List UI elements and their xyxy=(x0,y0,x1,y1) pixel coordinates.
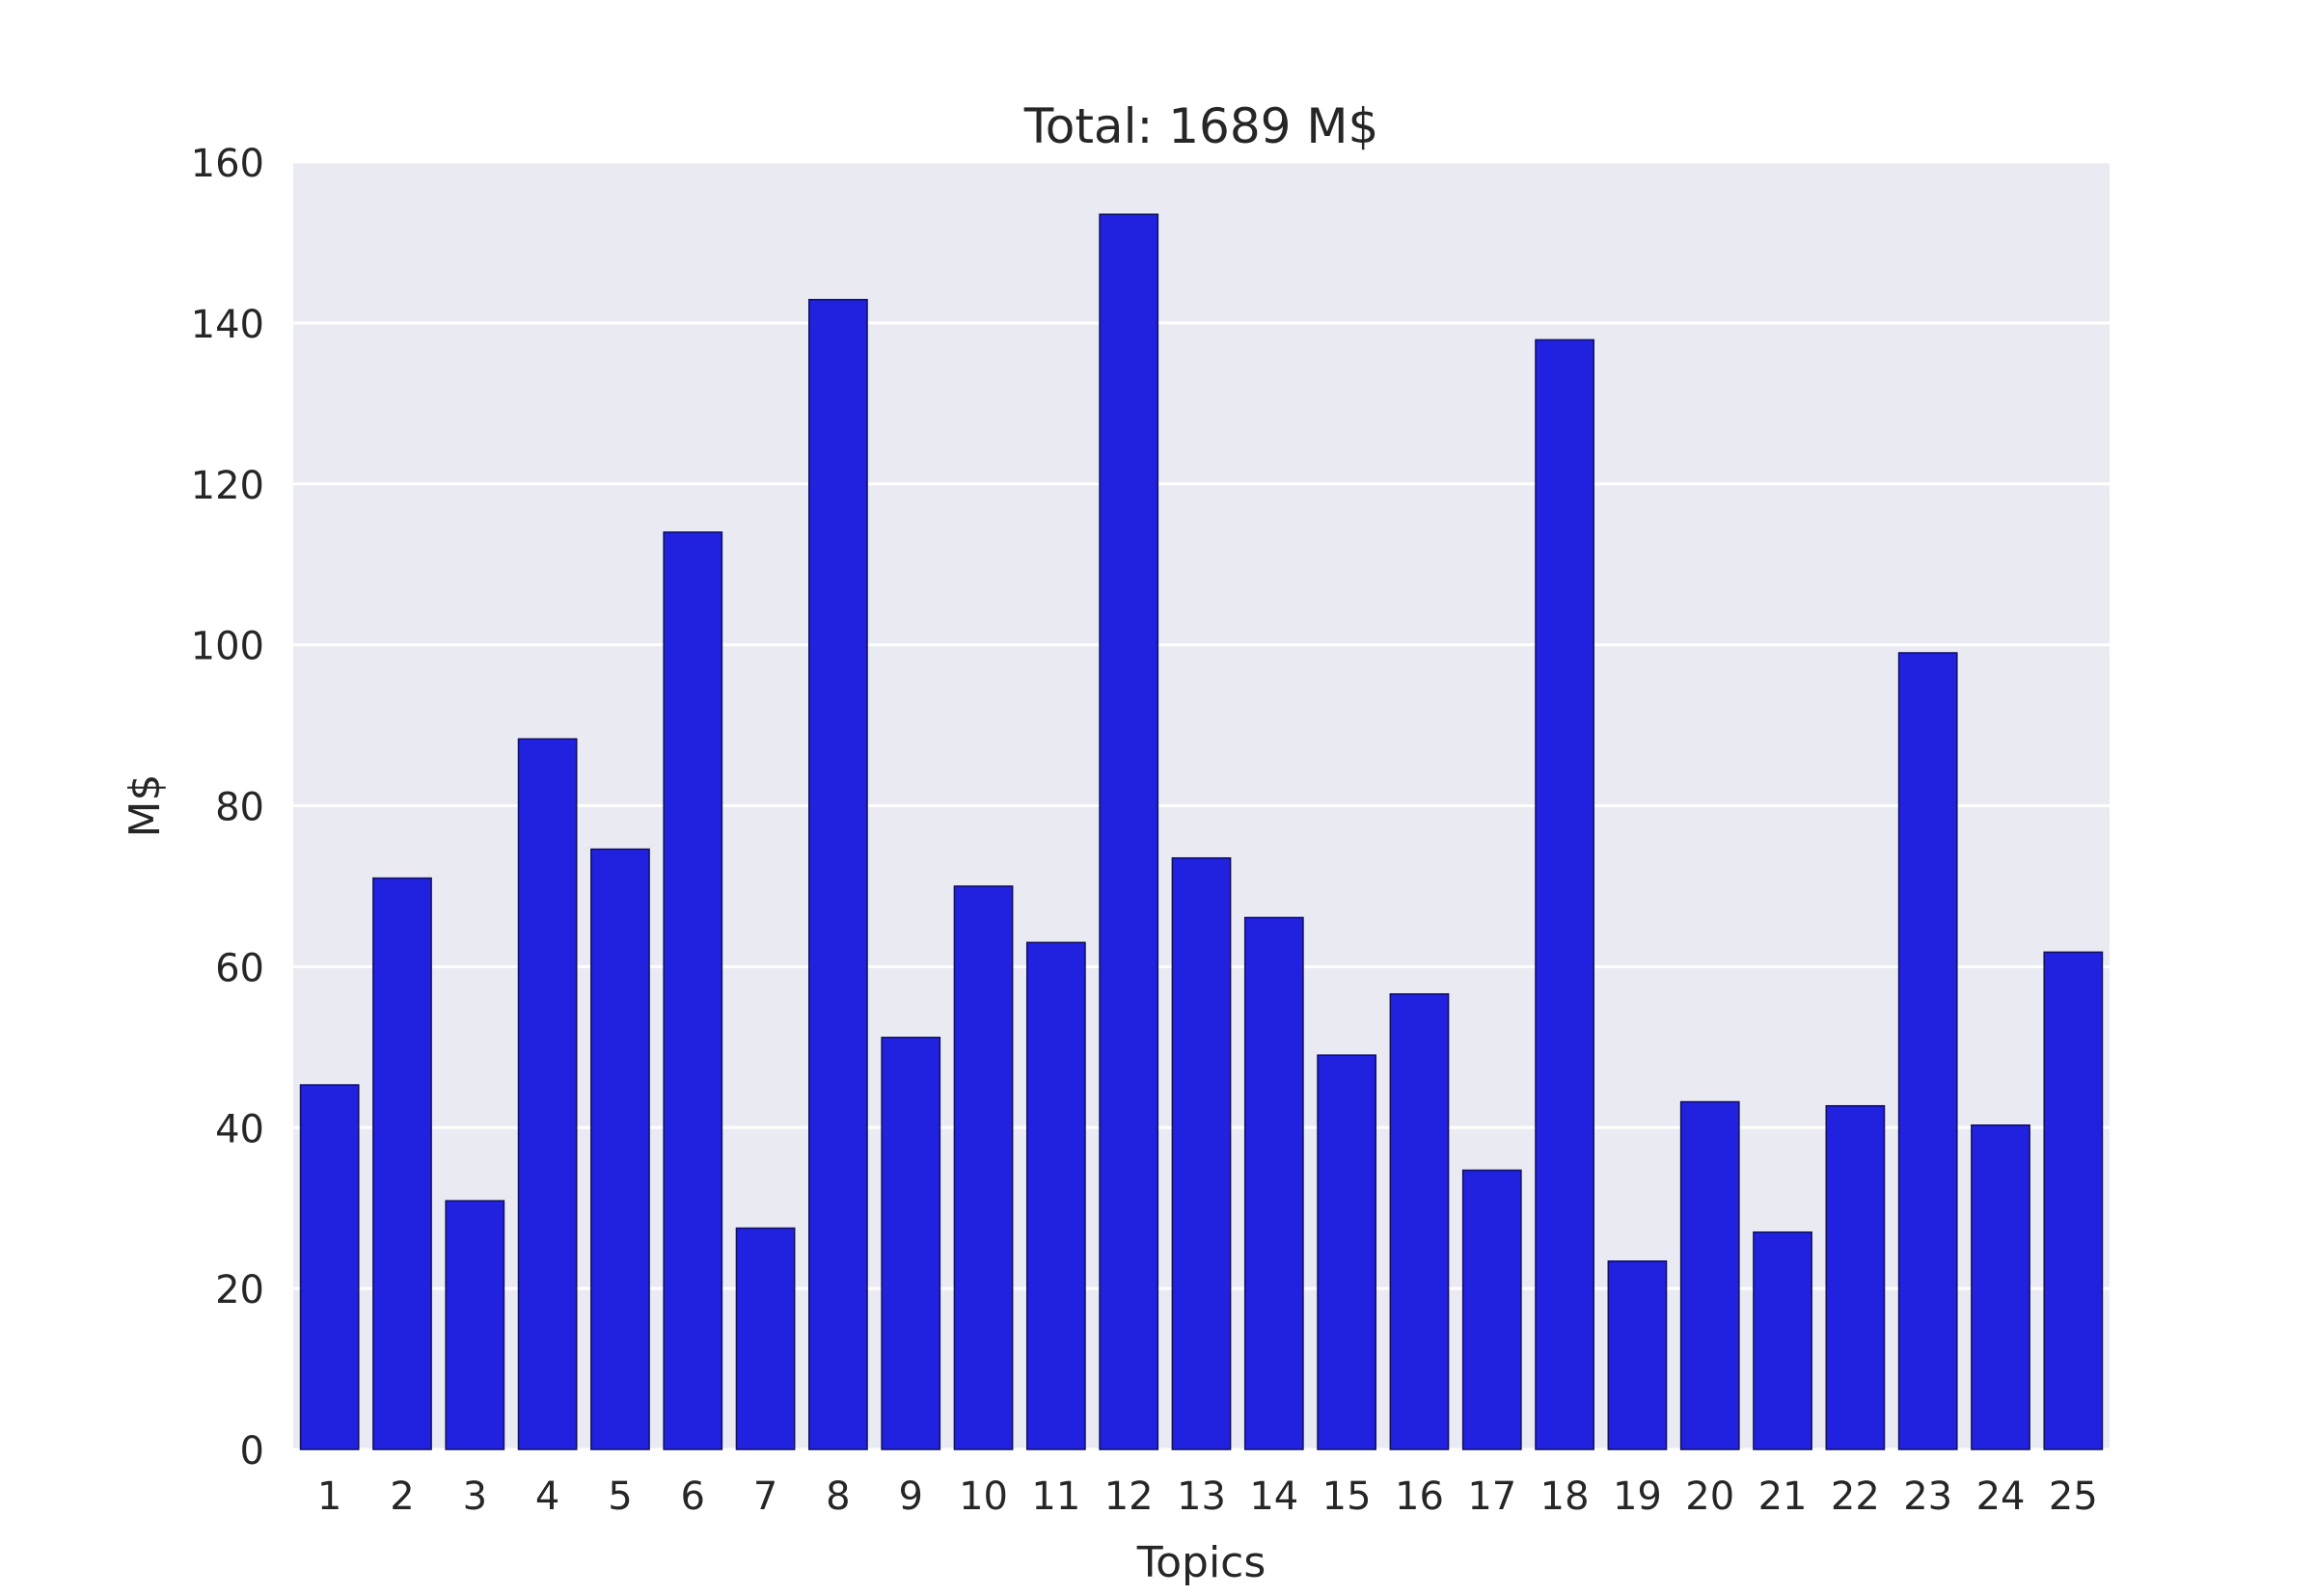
y-tick-label: 0 xyxy=(240,1429,264,1474)
x-tick-label: 15 xyxy=(1322,1474,1372,1519)
bar-topic-10 xyxy=(953,885,1014,1450)
x-tick-label: 11 xyxy=(1031,1474,1080,1519)
x-tick-label: 9 xyxy=(898,1474,922,1519)
bar-topic-24 xyxy=(1971,1123,2030,1450)
x-axis-label: Topics xyxy=(1136,1538,1266,1587)
bar-topic-5 xyxy=(590,848,650,1450)
bar-topic-16 xyxy=(1389,992,1450,1450)
bar-topic-22 xyxy=(1825,1104,1886,1450)
x-tick-label: 3 xyxy=(463,1474,487,1519)
x-tick-label: 10 xyxy=(959,1474,1008,1519)
y-tick-label: 140 xyxy=(191,303,264,347)
x-tick-label: 8 xyxy=(826,1474,850,1519)
y-tick-label: 20 xyxy=(215,1268,264,1312)
y-axis-ticks: 0 20 40 60 80 100 120 140 160 xyxy=(191,142,264,1474)
y-tick-label: 160 xyxy=(191,142,264,186)
x-tick-label: 24 xyxy=(1976,1474,2026,1519)
bar-topic-18 xyxy=(1535,338,1594,1450)
bar-topic-25 xyxy=(2043,951,2104,1450)
x-tick-label: 18 xyxy=(1540,1474,1590,1519)
x-axis-ticks: 1 2 3 4 5 6 7 8 9 10 11 12 13 14 15 16 17 18 19 20 21 22 23 24 2… xyxy=(317,1474,2098,1519)
bar-topic-20 xyxy=(1679,1100,1740,1450)
x-tick-label: 21 xyxy=(1758,1474,1808,1519)
bar-topic-11 xyxy=(1025,941,1086,1450)
bar-topic-17 xyxy=(1461,1169,1522,1450)
x-tick-label: 13 xyxy=(1177,1474,1226,1519)
bar-topic-15 xyxy=(1317,1054,1377,1450)
bar-topic-13 xyxy=(1171,856,1232,1450)
y-axis-label: M$ xyxy=(121,774,170,838)
bars xyxy=(299,213,2104,1450)
bar-topic-12 xyxy=(1099,213,1159,1450)
y-tick-label: 120 xyxy=(191,464,264,508)
bar-topic-4 xyxy=(517,738,578,1450)
x-tick-label: 1 xyxy=(317,1474,341,1519)
bar-topic-14 xyxy=(1243,916,1304,1450)
bar-topic-9 xyxy=(881,1037,941,1450)
x-tick-label: 6 xyxy=(681,1474,705,1519)
bar-topic-2 xyxy=(372,877,432,1450)
y-tick-label: 40 xyxy=(215,1107,264,1151)
bar-topic-8 xyxy=(808,298,868,1450)
y-tick-label: 60 xyxy=(215,946,264,990)
x-tick-label: 25 xyxy=(2049,1474,2098,1519)
x-tick-label: 19 xyxy=(1613,1474,1662,1519)
y-tick-label: 100 xyxy=(191,625,264,669)
x-tick-label: 12 xyxy=(1104,1474,1154,1519)
x-tick-label: 20 xyxy=(1685,1474,1734,1519)
x-tick-label: 5 xyxy=(608,1474,632,1519)
x-tick-label: 22 xyxy=(1831,1474,1880,1519)
x-tick-label: 2 xyxy=(390,1474,414,1519)
chart-title: Total: 1689 M$ xyxy=(1023,98,1379,154)
bar-topic-3 xyxy=(445,1200,505,1450)
x-tick-label: 4 xyxy=(535,1474,559,1519)
bar-topic-7 xyxy=(735,1227,796,1450)
y-tick-label: 80 xyxy=(215,786,264,830)
x-tick-label: 7 xyxy=(753,1474,777,1519)
bar-topic-23 xyxy=(1897,652,1958,1450)
bar-topic-1 xyxy=(299,1084,360,1450)
bar-topic-21 xyxy=(1753,1231,1812,1450)
bar-topic-6 xyxy=(663,531,723,1450)
x-tick-label: 23 xyxy=(1903,1474,1952,1519)
bar-topic-19 xyxy=(1607,1260,1668,1450)
x-tick-label: 16 xyxy=(1395,1474,1444,1519)
x-tick-label: 14 xyxy=(1249,1474,1298,1519)
x-tick-label: 17 xyxy=(1467,1474,1516,1519)
